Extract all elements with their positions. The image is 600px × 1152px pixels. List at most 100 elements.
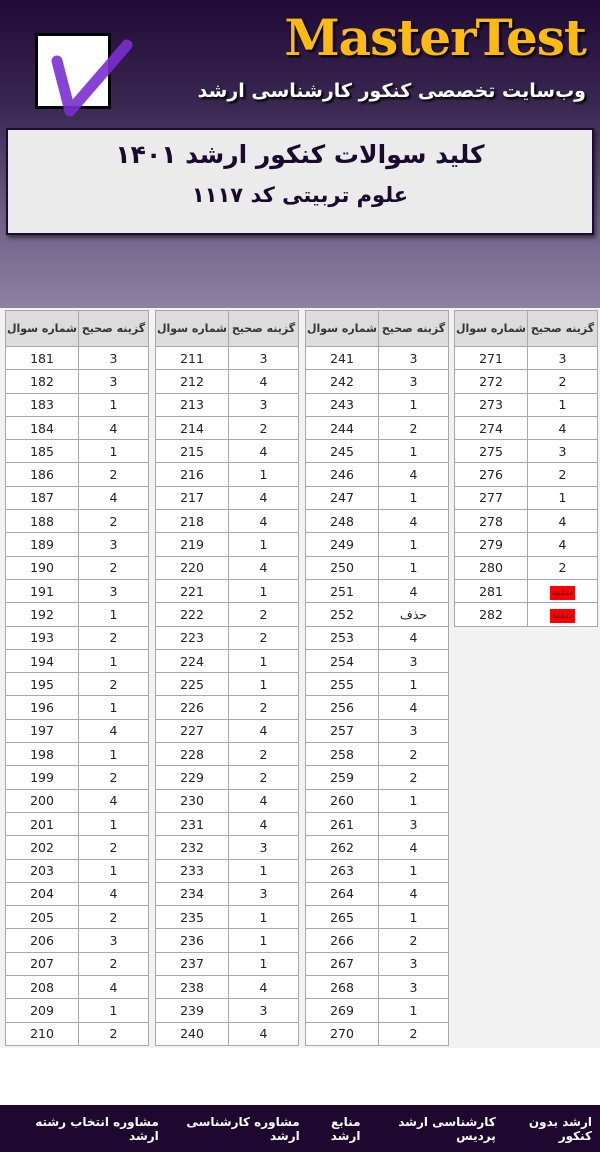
answer-value: 4: [259, 560, 268, 576]
question-number: 252: [305, 602, 379, 627]
table-row: 205 2: [5, 905, 149, 930]
correct-answer: 3: [527, 345, 598, 371]
table-row: 235 1: [155, 905, 299, 930]
table-row: 185 1: [5, 439, 149, 464]
answer-value: 1: [259, 909, 268, 925]
correct-answer: 3: [378, 369, 449, 394]
correct-answer: 2: [78, 905, 149, 930]
table-row: 228 2: [155, 742, 299, 767]
table-row: 229 2: [155, 765, 299, 790]
answer-value: 3: [259, 397, 268, 413]
correct-answer: 2: [527, 462, 598, 487]
table-row: 213 3: [155, 392, 299, 417]
correct-answer: 2: [78, 462, 149, 487]
question-number-header: شماره سوال: [305, 310, 379, 347]
table-row: 246 4: [305, 462, 449, 487]
correct-answer: 4: [228, 975, 299, 1000]
table-row: 186 2: [5, 462, 149, 487]
question-number: 183: [5, 392, 79, 417]
answer-value: 4: [109, 723, 118, 739]
answer-value: 3: [259, 839, 268, 855]
question-number: 248: [305, 509, 379, 534]
table-row: 231 4: [155, 811, 299, 837]
question-number: 280: [454, 555, 528, 580]
answer-value: 3: [409, 956, 418, 972]
table-row: 202 2: [5, 835, 149, 860]
footer-link[interactable]: ارشد بدون کنکور: [528, 1114, 592, 1143]
correct-answer: 4: [78, 975, 149, 1000]
table-row: 273 1: [454, 392, 598, 417]
answer-value: 1: [259, 956, 268, 972]
correct-answer: 1: [228, 578, 299, 604]
answer-value: 1: [409, 537, 418, 553]
question-number: 281: [454, 578, 528, 604]
question-number: 226: [155, 695, 229, 720]
answer-value: 2: [109, 560, 118, 576]
answer-value: 4: [109, 979, 118, 995]
answer-value: 2: [109, 630, 118, 646]
correct-answer: 1: [378, 555, 449, 580]
correct-answer: 2: [78, 672, 149, 697]
table-row: 227 4: [155, 718, 299, 744]
answer-value: 3: [109, 933, 118, 949]
table-row: 221 1: [155, 578, 299, 604]
table-header-row: شماره سوال گزینه صحیح: [155, 310, 299, 347]
table-row: 263 1: [305, 858, 449, 883]
correct-answer: 1: [228, 905, 299, 930]
correct-answer: 4: [228, 555, 299, 580]
correct-answer: 4: [78, 718, 149, 744]
header-banner: MasterTest وب‌سایت تخصصی کنکور کارشناسی …: [0, 0, 600, 308]
footer-link[interactable]: کارشناسی ارشد پردیس: [398, 1114, 496, 1143]
correct-answer: 4: [228, 439, 299, 464]
footer-link[interactable]: مشاوره انتخاب رشته ارشد: [35, 1114, 159, 1143]
table-row: 247 1: [305, 485, 449, 511]
table-row: 282 سفید: [454, 602, 598, 627]
question-number: 269: [305, 998, 379, 1023]
footer-nav: ارشد بدون کنکور کارشناسی ارشد پردیس مناب…: [0, 1105, 600, 1152]
table-row: 280 2: [454, 555, 598, 580]
correct-answer: 2: [78, 765, 149, 790]
page-title: کلید سوالات کنکور ارشد ۱۴۰۱: [115, 140, 485, 169]
blank-badge: سفید: [549, 608, 576, 623]
correct-answer: 2: [228, 625, 299, 650]
table-row: 236 1: [155, 928, 299, 953]
footer-link[interactable]: مشاوره کارشناسی ارشد: [186, 1114, 300, 1143]
question-number: 277: [454, 485, 528, 511]
question-number: 184: [5, 415, 79, 441]
answer-value: 1: [109, 746, 118, 762]
question-number: 265: [305, 905, 379, 930]
answer-value: 1: [409, 490, 418, 506]
table-row: 256 4: [305, 695, 449, 720]
table-row: 191 3: [5, 578, 149, 604]
correct-answer: سفید: [527, 602, 598, 627]
answer-value: 4: [259, 513, 268, 529]
question-number: 188: [5, 509, 79, 534]
answer-value: 3: [259, 886, 268, 902]
correct-answer: 1: [378, 905, 449, 930]
table-row: 189 3: [5, 532, 149, 557]
answer-value: 1: [109, 397, 118, 413]
footer-link[interactable]: منابع ارشد: [330, 1114, 361, 1143]
table-row: 198 1: [5, 742, 149, 767]
question-number: 276: [454, 462, 528, 487]
question-number: 216: [155, 462, 229, 487]
answer-value: 2: [259, 606, 268, 622]
answer-value: 1: [409, 1002, 418, 1018]
correct-answer: 1: [78, 648, 149, 674]
answer-value: 2: [558, 373, 567, 389]
correct-answer: 1: [378, 485, 449, 511]
table-row: 255 1: [305, 672, 449, 697]
answer-value: 2: [409, 420, 418, 436]
blank-badge: سفید: [549, 585, 576, 600]
question-number: 190: [5, 555, 79, 580]
correct-answer: 4: [378, 695, 449, 720]
brand-logo: MasterTest: [284, 8, 587, 67]
table-row: 253 4: [305, 625, 449, 650]
table-row: 266 2: [305, 928, 449, 953]
answer-value: 4: [259, 979, 268, 995]
table-row: 215 4: [155, 439, 299, 464]
question-number: 185: [5, 439, 79, 464]
question-number: 232: [155, 835, 229, 860]
answer-value: 1: [409, 676, 418, 692]
question-number: 211: [155, 345, 229, 371]
